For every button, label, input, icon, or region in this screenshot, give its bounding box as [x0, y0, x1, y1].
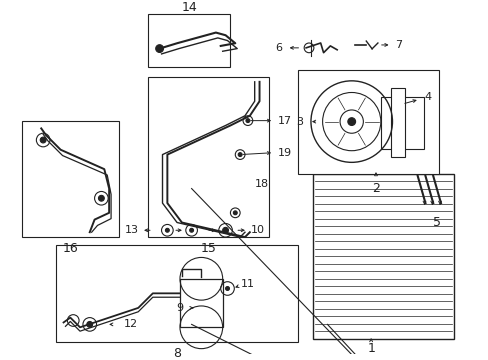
Circle shape — [225, 287, 229, 291]
Text: 6: 6 — [275, 43, 282, 53]
Text: 18: 18 — [254, 179, 268, 189]
Circle shape — [222, 228, 228, 233]
Circle shape — [238, 153, 242, 157]
Text: 3: 3 — [295, 117, 302, 127]
Text: 1: 1 — [366, 342, 374, 355]
Text: 13: 13 — [124, 225, 138, 235]
Bar — [312, 174, 453, 339]
Bar — [148, 77, 269, 237]
Text: 11: 11 — [241, 279, 254, 289]
Text: 9: 9 — [176, 303, 183, 313]
Bar — [180, 279, 222, 327]
Circle shape — [165, 228, 169, 232]
Bar — [148, 14, 230, 67]
Text: 16: 16 — [62, 242, 78, 255]
Text: 15: 15 — [200, 242, 216, 255]
Circle shape — [347, 118, 355, 126]
Bar — [298, 70, 438, 174]
Text: 8: 8 — [173, 347, 181, 360]
Bar — [22, 121, 119, 237]
Bar — [56, 245, 298, 342]
Text: 17: 17 — [277, 116, 291, 126]
Text: 12: 12 — [123, 319, 138, 329]
Text: 19: 19 — [277, 148, 291, 158]
Circle shape — [40, 137, 46, 143]
Text: 10: 10 — [250, 225, 264, 235]
Circle shape — [233, 211, 237, 215]
Circle shape — [98, 195, 104, 201]
Text: 4: 4 — [424, 92, 431, 102]
Text: 7: 7 — [394, 40, 401, 50]
Circle shape — [87, 321, 92, 327]
Text: 14: 14 — [181, 1, 197, 14]
Text: 2: 2 — [371, 182, 379, 195]
Bar — [380, 97, 424, 149]
Bar — [390, 87, 404, 157]
Text: 5: 5 — [432, 216, 440, 229]
Circle shape — [189, 228, 193, 232]
Circle shape — [245, 119, 249, 122]
Circle shape — [155, 45, 163, 53]
